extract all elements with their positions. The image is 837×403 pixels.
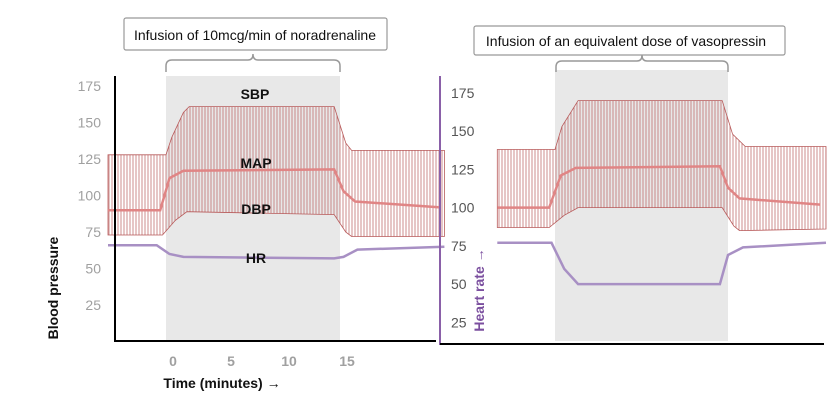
left-brace — [165, 53, 341, 72]
left-x-tick-labels: 0 5 10 15 — [169, 353, 355, 369]
y-tick-label: 150 — [451, 123, 475, 139]
y-tick-label: 175 — [451, 85, 475, 101]
left-y-tick-labels: 175 150 125 100 75 50 25 — [78, 78, 102, 313]
right-title-box — [473, 25, 786, 56]
map-line — [108, 168, 439, 212]
hr-line — [108, 243, 445, 260]
y-tick-label: 50 — [451, 276, 467, 292]
sbp-label: SBP — [241, 86, 270, 102]
right-brace — [555, 54, 729, 72]
left-title-box — [123, 17, 388, 51]
y-tick-label: 25 — [85, 297, 101, 313]
x-tick-label: 15 — [339, 353, 355, 369]
x-tick-label: 0 — [169, 353, 177, 369]
y-tick-label: 50 — [85, 261, 101, 277]
y-tick-label: 25 — [451, 314, 467, 330]
left-chart-title: Infusion of 10mcg/min of noradrenaline — [134, 27, 376, 43]
left-y-axis-title: Blood pressure — [45, 236, 61, 339]
left-chart: Infusion of 10mcg/min of noradrenaline S… — [45, 17, 445, 391]
x-tick-label: 5 — [227, 353, 235, 369]
sbp-dbp-band — [107, 106, 445, 237]
hr-line — [497, 241, 827, 286]
y-tick-label: 150 — [78, 115, 102, 131]
map-line — [497, 165, 821, 209]
y-tick-label: 75 — [85, 224, 101, 240]
map-label: MAP — [240, 155, 271, 171]
y-tick-label: 125 — [451, 161, 475, 177]
right-chart: Infusion of an equivalent dose of vasopr… — [439, 25, 827, 345]
y-tick-label: 175 — [78, 78, 102, 94]
right-y-axis-title: Heart rate → — [471, 248, 487, 331]
y-tick-label: 125 — [78, 151, 102, 167]
y-tick-label: 75 — [451, 238, 467, 254]
hr-label: HR — [246, 250, 266, 266]
right-y-tick-labels: 175 150 125 100 75 50 25 — [451, 85, 475, 330]
x-tick-label: 10 — [281, 353, 297, 369]
y-tick-label: 100 — [78, 188, 102, 204]
y-tick-label: 100 — [451, 200, 475, 216]
dbp-label: DBP — [241, 201, 271, 217]
right-chart-title: Infusion of an equivalent dose of vasopr… — [486, 33, 766, 49]
x-axis-title: Time (minutes) → — [163, 375, 280, 391]
